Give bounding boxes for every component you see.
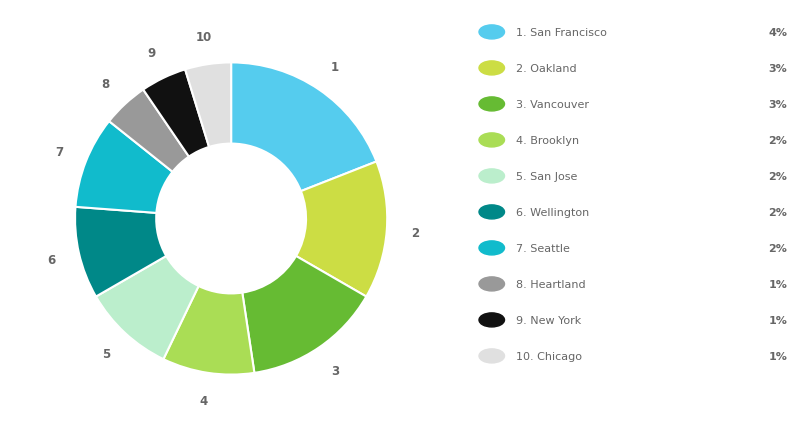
Text: 10. Chicago: 10. Chicago [516,351,582,361]
Text: 1%: 1% [768,279,787,289]
Text: 1%: 1% [768,315,787,325]
Text: 10: 10 [195,31,212,44]
Text: 9: 9 [147,47,155,60]
Text: 7. Seattle: 7. Seattle [516,244,570,253]
Text: 2%: 2% [768,172,787,181]
Text: 2: 2 [410,226,419,239]
Text: 5. San Jose: 5. San Jose [516,172,577,181]
Text: 7: 7 [56,145,64,159]
Wedge shape [143,70,209,157]
Text: 1. San Francisco: 1. San Francisco [516,28,607,38]
Text: 3. Vancouver: 3. Vancouver [516,100,589,110]
Wedge shape [163,286,254,375]
Wedge shape [296,162,387,297]
Text: 6: 6 [48,254,56,266]
Text: 5: 5 [102,347,110,360]
Wedge shape [231,63,376,192]
Text: 8. Heartland: 8. Heartland [516,279,585,289]
Text: 2. Oakland: 2. Oakland [516,64,576,74]
Text: 2%: 2% [768,244,787,253]
Text: 3: 3 [331,364,339,377]
Wedge shape [96,256,198,359]
Text: 8: 8 [102,78,110,91]
Wedge shape [76,122,173,213]
Text: 4%: 4% [768,28,787,38]
Text: 4: 4 [199,394,208,407]
Text: 6. Wellington: 6. Wellington [516,208,589,217]
Wedge shape [109,90,189,173]
Text: 4. Brooklyn: 4. Brooklyn [516,136,579,145]
Wedge shape [75,207,167,297]
Text: 9. New York: 9. New York [516,315,581,325]
Text: 2%: 2% [768,208,787,217]
Wedge shape [242,256,367,373]
Text: 3%: 3% [768,64,787,74]
Wedge shape [185,63,231,148]
Text: 2%: 2% [768,136,787,145]
Text: 1%: 1% [768,351,787,361]
Text: 3%: 3% [768,100,787,110]
Text: 1: 1 [331,61,339,74]
